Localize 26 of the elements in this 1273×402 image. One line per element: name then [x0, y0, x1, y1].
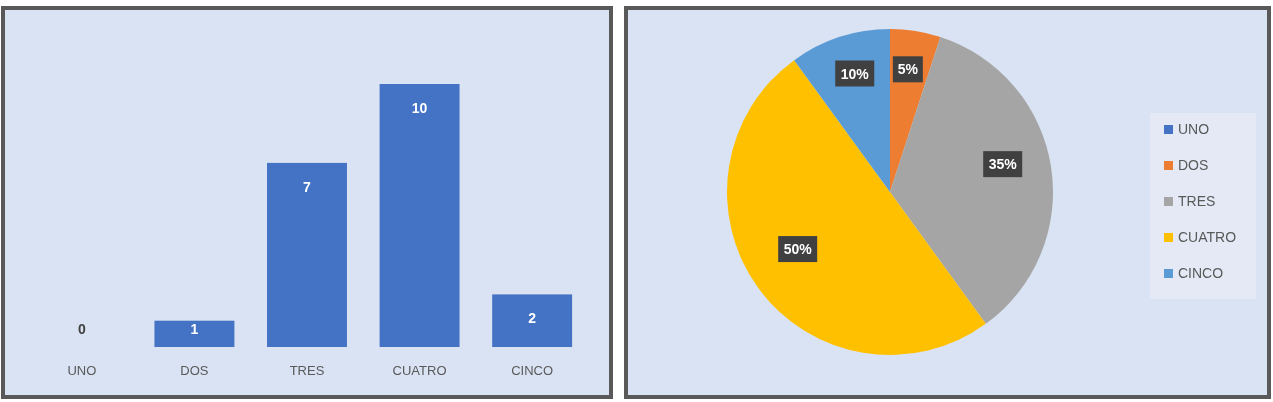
data-label: 10%	[840, 65, 870, 82]
bar	[267, 162, 347, 347]
pie-slice	[890, 36, 1053, 324]
data-label: 1	[190, 321, 199, 337]
data-label: 50%	[783, 241, 813, 258]
bar	[492, 294, 573, 347]
x-tick-label: DOS	[180, 363, 209, 378]
legend-label: CUATRO	[1178, 229, 1237, 245]
bar	[379, 84, 460, 347]
pie-slice	[794, 29, 890, 192]
x-tick-label: TRES	[289, 363, 325, 378]
x-tick-label: CINCO	[511, 363, 554, 378]
data-label: 5%	[897, 61, 919, 78]
legend-label: TRES	[1178, 193, 1216, 209]
bar	[154, 320, 235, 347]
data-label: 10	[411, 100, 428, 116]
pie-slice	[727, 60, 986, 355]
data-label: 0	[77, 321, 86, 337]
x-tick-label: CUATRO	[392, 363, 447, 378]
legend-label: DOS	[1178, 157, 1209, 173]
data-label: 2	[528, 310, 537, 327]
data-label: 35%	[988, 156, 1018, 173]
x-tick-label: UNO	[67, 363, 97, 378]
data-label: 7	[303, 178, 312, 195]
legend-label: UNO	[1178, 121, 1210, 137]
legend-label: CINCO	[1178, 265, 1224, 281]
